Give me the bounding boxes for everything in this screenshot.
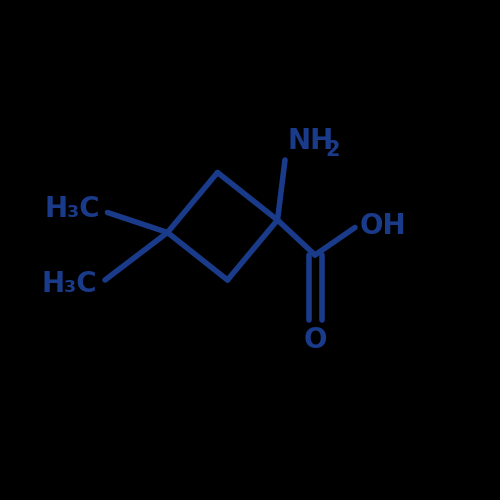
Text: H₃C: H₃C: [44, 195, 100, 223]
Text: O: O: [303, 326, 327, 354]
Text: NH: NH: [288, 127, 334, 155]
Text: H₃C: H₃C: [42, 270, 98, 298]
Text: 2: 2: [325, 140, 340, 160]
Text: OH: OH: [360, 212, 406, 240]
